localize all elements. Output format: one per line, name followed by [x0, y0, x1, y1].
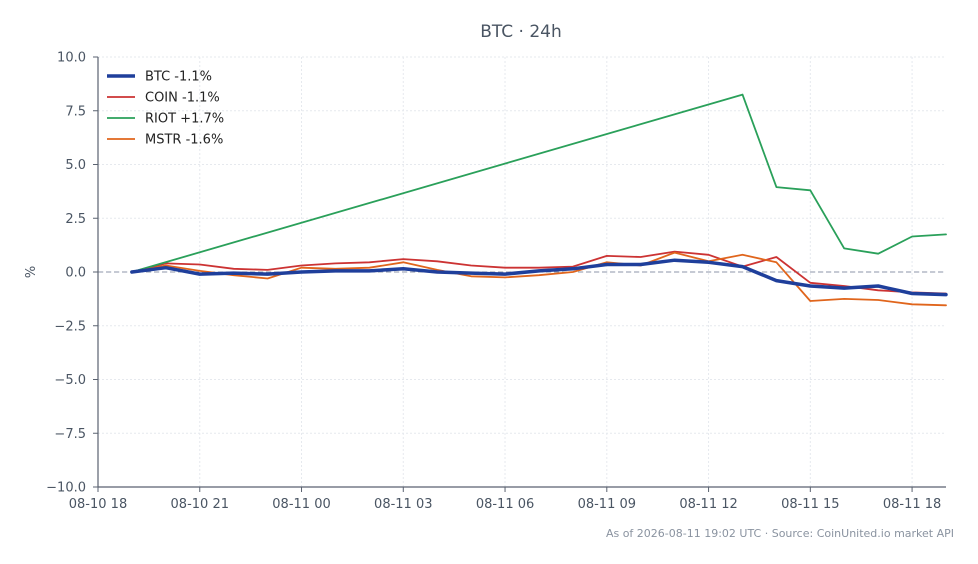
y-tick-label-8: 10.0 — [57, 51, 86, 66]
y-tick-label-2: −5.0 — [54, 373, 86, 388]
x-tick-label-5: 08-11 09 — [578, 497, 636, 512]
legend: BTC -1.1% COIN -1.1% RIOT +1.7% MSTR -1.6% — [107, 70, 224, 148]
x-tick-label-3: 08-11 03 — [374, 497, 432, 512]
series-line-mstr — [130, 251, 947, 307]
legend-label-2: RIOT +1.7% — [145, 112, 224, 127]
x-tick-label-1: 08-10 21 — [171, 497, 229, 512]
y-tick-label-3: −2.5 — [54, 319, 86, 334]
x-tick-label-0: 08-10 18 — [69, 497, 127, 512]
y-tick-label-1: −7.5 — [54, 427, 86, 442]
y-axis-label: % — [24, 266, 39, 278]
x-tick-label-6: 08-11 12 — [679, 497, 737, 512]
y-tick-label-6: 5.0 — [65, 158, 86, 173]
legend-label-1: COIN -1.1% — [145, 91, 220, 106]
y-tick-label-5: 2.5 — [65, 212, 86, 227]
y-ticks: −10.0 −7.5 −5.0 −2.5 0.0 2.5 5.0 7.5 10.0 — [46, 51, 98, 496]
y-tick-label-4: 0.0 — [65, 266, 86, 281]
y-tick-label-0: −10.0 — [46, 481, 86, 496]
y-tick-label-7: 7.5 — [65, 104, 86, 119]
series-lines — [130, 93, 948, 307]
legend-label-0: BTC -1.1% — [145, 70, 212, 85]
legend-label-3: MSTR -1.6% — [145, 133, 223, 148]
x-tick-label-8: 08-11 18 — [883, 497, 941, 512]
x-ticks: 08-10 18 08-10 21 08-11 00 08-11 03 08-11 06… — [69, 487, 941, 512]
x-tick-label-2: 08-11 00 — [272, 497, 330, 512]
series-line-riot — [130, 93, 947, 273]
x-tick-label-4: 08-11 06 — [476, 497, 534, 512]
x-tick-label-7: 08-11 15 — [781, 497, 839, 512]
series-line-btc — [130, 258, 948, 297]
chart-title: BTC · 24h — [480, 22, 562, 42]
footer-source: As of 2026-08-11 19:02 UTC · Source: Coi… — [606, 527, 954, 540]
series-line-coin — [130, 250, 947, 295]
